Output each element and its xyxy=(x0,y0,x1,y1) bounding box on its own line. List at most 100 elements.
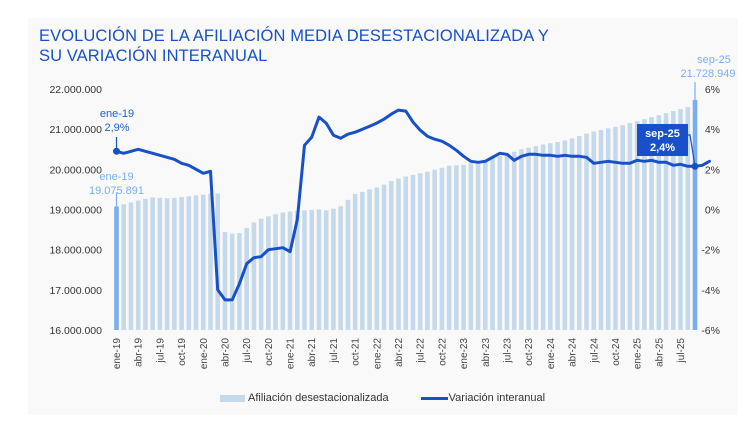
bar xyxy=(526,147,531,330)
bar xyxy=(504,154,510,330)
bar xyxy=(367,189,372,330)
bar xyxy=(331,208,336,330)
bar xyxy=(475,162,481,330)
bar xyxy=(685,107,691,330)
bar xyxy=(294,210,300,330)
bar xyxy=(511,151,517,330)
x-tick-label: ene-22 xyxy=(372,338,383,370)
x-tick-label: abr-19 xyxy=(134,338,145,367)
bar xyxy=(620,125,625,331)
annotation-line-end-box xyxy=(637,124,688,156)
bar xyxy=(135,200,141,330)
bar xyxy=(200,194,206,330)
bar xyxy=(323,210,329,330)
bar xyxy=(374,187,380,330)
bar xyxy=(663,113,669,330)
annotation-line-start-value: 2,9% xyxy=(104,122,129,134)
title-line-2: SU VARIACIÓN INTERANUAL xyxy=(39,47,268,65)
x-tick-label: jul-24 xyxy=(589,338,600,364)
annotations: ene-19 19.075.891 sep-25 21.728.949 ene-19 2,… xyxy=(89,54,736,207)
bar xyxy=(671,111,676,330)
bar xyxy=(208,193,213,330)
bar xyxy=(186,196,192,330)
bar xyxy=(128,202,134,330)
x-tick-label: jul-19 xyxy=(155,338,166,364)
annotation-leader xyxy=(688,134,696,167)
bar xyxy=(634,121,640,330)
x-tick-label: jul-20 xyxy=(242,338,253,364)
left-tick-label: 16.000.000 xyxy=(49,325,102,337)
bar xyxy=(388,180,394,330)
right-tick-label: 4% xyxy=(705,124,720,136)
bar xyxy=(157,197,163,330)
bar xyxy=(569,138,575,330)
bar xyxy=(497,156,503,330)
bar xyxy=(251,222,257,330)
bar xyxy=(461,164,466,330)
bar xyxy=(222,231,228,330)
x-tick-label: ene-21 xyxy=(286,338,297,370)
bar xyxy=(338,206,343,330)
bar xyxy=(562,140,568,330)
bar xyxy=(432,169,437,330)
x-tick-label: ene-19 xyxy=(112,338,123,370)
bar xyxy=(121,204,127,330)
left-tick-label: 17.000.000 xyxy=(49,285,102,297)
x-tick-label: ene-24 xyxy=(546,338,557,370)
x-tick-label: abr-22 xyxy=(394,338,405,367)
bar xyxy=(258,218,264,330)
x-tick-label: abr-20 xyxy=(220,338,231,367)
bar xyxy=(627,123,633,331)
bar xyxy=(352,193,358,330)
left-axis: 16.000.000 17.000.000 18.000.000 19.000.000… xyxy=(49,84,102,337)
bar xyxy=(229,233,235,330)
x-tick-label: abr-25 xyxy=(654,338,665,367)
right-tick-label: -4% xyxy=(701,285,720,297)
bar xyxy=(613,126,618,330)
x-tick-label: ene-23 xyxy=(459,338,470,370)
right-axis: -6% -4% -2% 0% 2% 4% 6% xyxy=(701,84,720,337)
bar xyxy=(468,163,474,330)
x-tick-label: oct-24 xyxy=(611,338,622,366)
x-tick-label: jul-25 xyxy=(676,338,687,364)
x-tick-label: ene-25 xyxy=(633,338,644,370)
bar xyxy=(591,131,597,330)
left-tick-label: 21.000.000 xyxy=(49,124,102,136)
bar xyxy=(678,109,683,330)
bar-series xyxy=(114,99,698,331)
bar xyxy=(439,167,445,330)
annotation-bar-start-label: ene-19 xyxy=(99,171,133,183)
legend: Afiliación desestacionalizada Variación … xyxy=(220,392,545,404)
bar xyxy=(533,146,539,330)
x-tick-label: abr-23 xyxy=(481,338,492,367)
bar xyxy=(446,165,452,330)
x-tick-label: oct-21 xyxy=(351,338,362,366)
x-tick-label: jul-21 xyxy=(329,338,340,364)
x-tick-label: oct-22 xyxy=(437,338,448,366)
bar xyxy=(577,135,582,330)
bar xyxy=(287,211,293,330)
bar xyxy=(410,174,416,330)
bar xyxy=(454,165,459,330)
x-tick-label: oct-19 xyxy=(177,338,188,366)
bar xyxy=(396,178,401,330)
bar xyxy=(692,99,698,331)
x-tick-label: abr-24 xyxy=(568,338,579,367)
right-tick-label: -6% xyxy=(701,325,720,337)
bar xyxy=(605,128,611,330)
bar xyxy=(164,198,170,330)
bar xyxy=(490,157,495,330)
x-tick-label: jul-22 xyxy=(416,338,427,364)
bar xyxy=(519,149,524,330)
left-tick-label: 19.000.000 xyxy=(49,205,102,217)
legend-label-line: Variación interanual xyxy=(448,392,546,404)
x-tick-label: oct-20 xyxy=(264,338,275,366)
x-tick-label: ene-20 xyxy=(199,338,210,370)
right-tick-label: 0% xyxy=(705,205,720,217)
annotation-bar-end-value: 21.728.949 xyxy=(680,68,735,80)
bar xyxy=(540,144,546,330)
x-tick-label: oct-23 xyxy=(524,338,535,366)
bar xyxy=(215,193,221,330)
right-tick-label: 2% xyxy=(705,164,720,176)
bar xyxy=(656,115,662,330)
